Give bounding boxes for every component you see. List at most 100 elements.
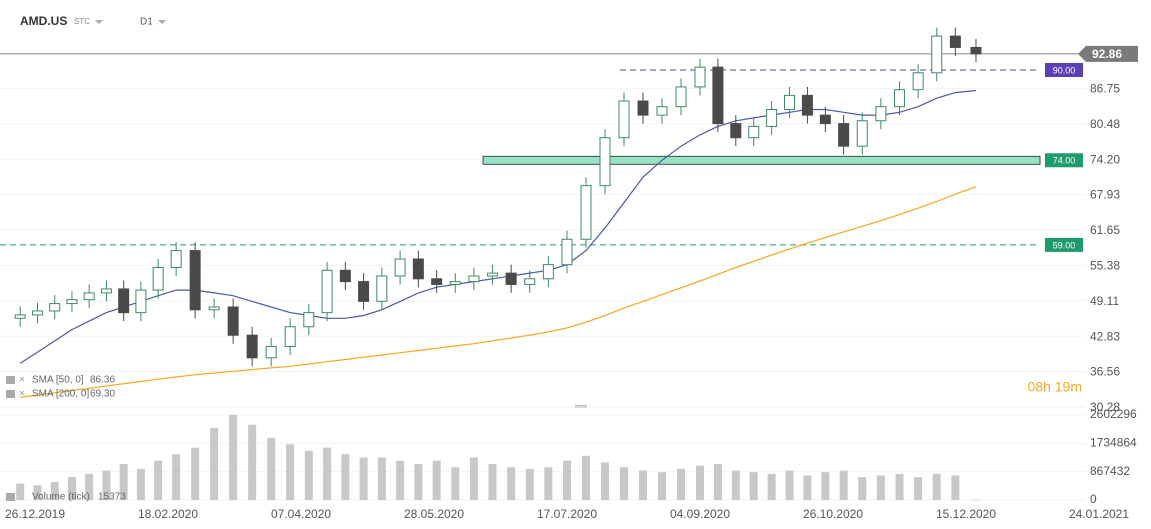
volume-bar <box>858 477 867 500</box>
y-tick-label: 0 <box>1090 492 1097 506</box>
volume-bar <box>821 472 830 500</box>
volume-bar <box>839 470 848 500</box>
y-tick-label: 80.48 <box>1090 117 1120 131</box>
y-tick-label: 30.28 <box>1090 400 1120 414</box>
candle-body <box>83 292 95 301</box>
volume-bar <box>67 477 76 500</box>
y-tick-label: 1734864 <box>1090 435 1137 449</box>
current-price-box <box>1078 45 1138 62</box>
x-tick-label: 28.05.2020 <box>404 507 464 521</box>
level-label: 74.00 <box>1053 156 1076 166</box>
candle-body <box>542 264 554 280</box>
volume-bar <box>876 475 885 500</box>
volume-bar <box>639 470 647 500</box>
candle-body <box>449 281 461 285</box>
interval[interactable]: D1 <box>140 17 153 28</box>
candle-body <box>931 35 943 74</box>
legend-remove: × <box>19 389 25 400</box>
x-tick-label: 26.10.2020 <box>803 507 863 521</box>
volume-bar <box>544 467 553 500</box>
legend-name: SMA [50, 0] <box>32 375 84 386</box>
y-tick-label: 74.20 <box>1090 152 1120 166</box>
volume-bar <box>469 457 478 500</box>
volume-bar <box>304 450 313 500</box>
dropdown-icon[interactable] <box>95 20 103 24</box>
candle-body <box>949 35 961 48</box>
y-tick-label: 61.65 <box>1090 223 1120 237</box>
candle-body <box>152 266 164 291</box>
candle-body <box>637 100 649 116</box>
candle-body <box>208 306 220 311</box>
volume-bar <box>731 470 740 500</box>
candle-body <box>748 125 760 139</box>
candle-body <box>580 185 592 240</box>
candle-body <box>31 310 43 316</box>
candle-body <box>875 106 887 122</box>
candle-body <box>838 123 850 147</box>
candle-body <box>339 269 351 283</box>
volume-bar <box>172 454 181 500</box>
volume-bar <box>341 454 350 500</box>
symbol[interactable]: AMD.US <box>20 14 67 28</box>
volume-bar <box>248 424 257 500</box>
candle-body <box>468 275 480 283</box>
candle-body <box>100 288 112 294</box>
volume-bar <box>749 472 758 500</box>
volume-bar <box>601 462 609 500</box>
candle-body <box>66 299 78 305</box>
volume-bar <box>102 470 111 500</box>
level-label-box <box>1045 62 1083 77</box>
volume-bar <box>50 482 59 500</box>
candle-body <box>599 137 611 187</box>
volume-bar <box>563 460 571 500</box>
candle-body <box>412 258 424 280</box>
volume-bar <box>895 473 904 500</box>
volume-bar <box>267 437 276 500</box>
candle-body <box>358 281 370 302</box>
legend-icon <box>6 376 15 384</box>
candle-body <box>394 258 406 277</box>
candle-body <box>730 123 742 139</box>
y-tick-label: 2602296 <box>1090 407 1137 421</box>
volume-bar <box>696 465 704 500</box>
current-price-label: 92.86 <box>1092 47 1122 61</box>
candle-body <box>376 275 388 302</box>
volume-bar <box>191 447 200 500</box>
volume-bar <box>451 467 460 500</box>
level-label: 90.00 <box>1053 65 1076 75</box>
candle-body <box>49 303 61 312</box>
candle-body <box>189 250 201 311</box>
candle-body <box>265 346 277 359</box>
candle-body <box>656 106 668 116</box>
candle-body <box>801 94 813 116</box>
volume-bar <box>33 485 42 500</box>
level-label: 59.00 <box>1053 240 1076 250</box>
candle-body <box>819 114 831 125</box>
x-tick-label: 17.07.2020 <box>537 507 597 521</box>
volume-bar <box>785 470 794 500</box>
candle-body <box>303 312 315 328</box>
legend-icon <box>6 390 15 398</box>
candle-body <box>170 250 182 268</box>
volume-bar <box>677 468 685 500</box>
candle-body <box>135 289 147 314</box>
volume-bar <box>432 460 441 500</box>
volume-bar <box>210 428 219 500</box>
volume-bar <box>488 464 497 500</box>
volume-bar <box>359 457 368 500</box>
y-tick-label: 55.38 <box>1090 259 1120 273</box>
legend-remove: × <box>19 375 25 386</box>
volume-bar <box>229 414 238 500</box>
candle-body <box>14 314 26 319</box>
y-tick-label: 86.75 <box>1090 81 1120 95</box>
volume-bar <box>951 475 960 500</box>
volume-bar <box>16 483 25 500</box>
volume-bar <box>713 464 722 500</box>
volume-bar <box>914 477 923 500</box>
candle-body <box>431 278 443 285</box>
sma-line <box>19 89 977 364</box>
dropdown-icon[interactable] <box>158 20 166 24</box>
legend-value: 69.30 <box>90 389 115 400</box>
candle-body <box>970 46 982 55</box>
volume-bar <box>803 475 812 500</box>
